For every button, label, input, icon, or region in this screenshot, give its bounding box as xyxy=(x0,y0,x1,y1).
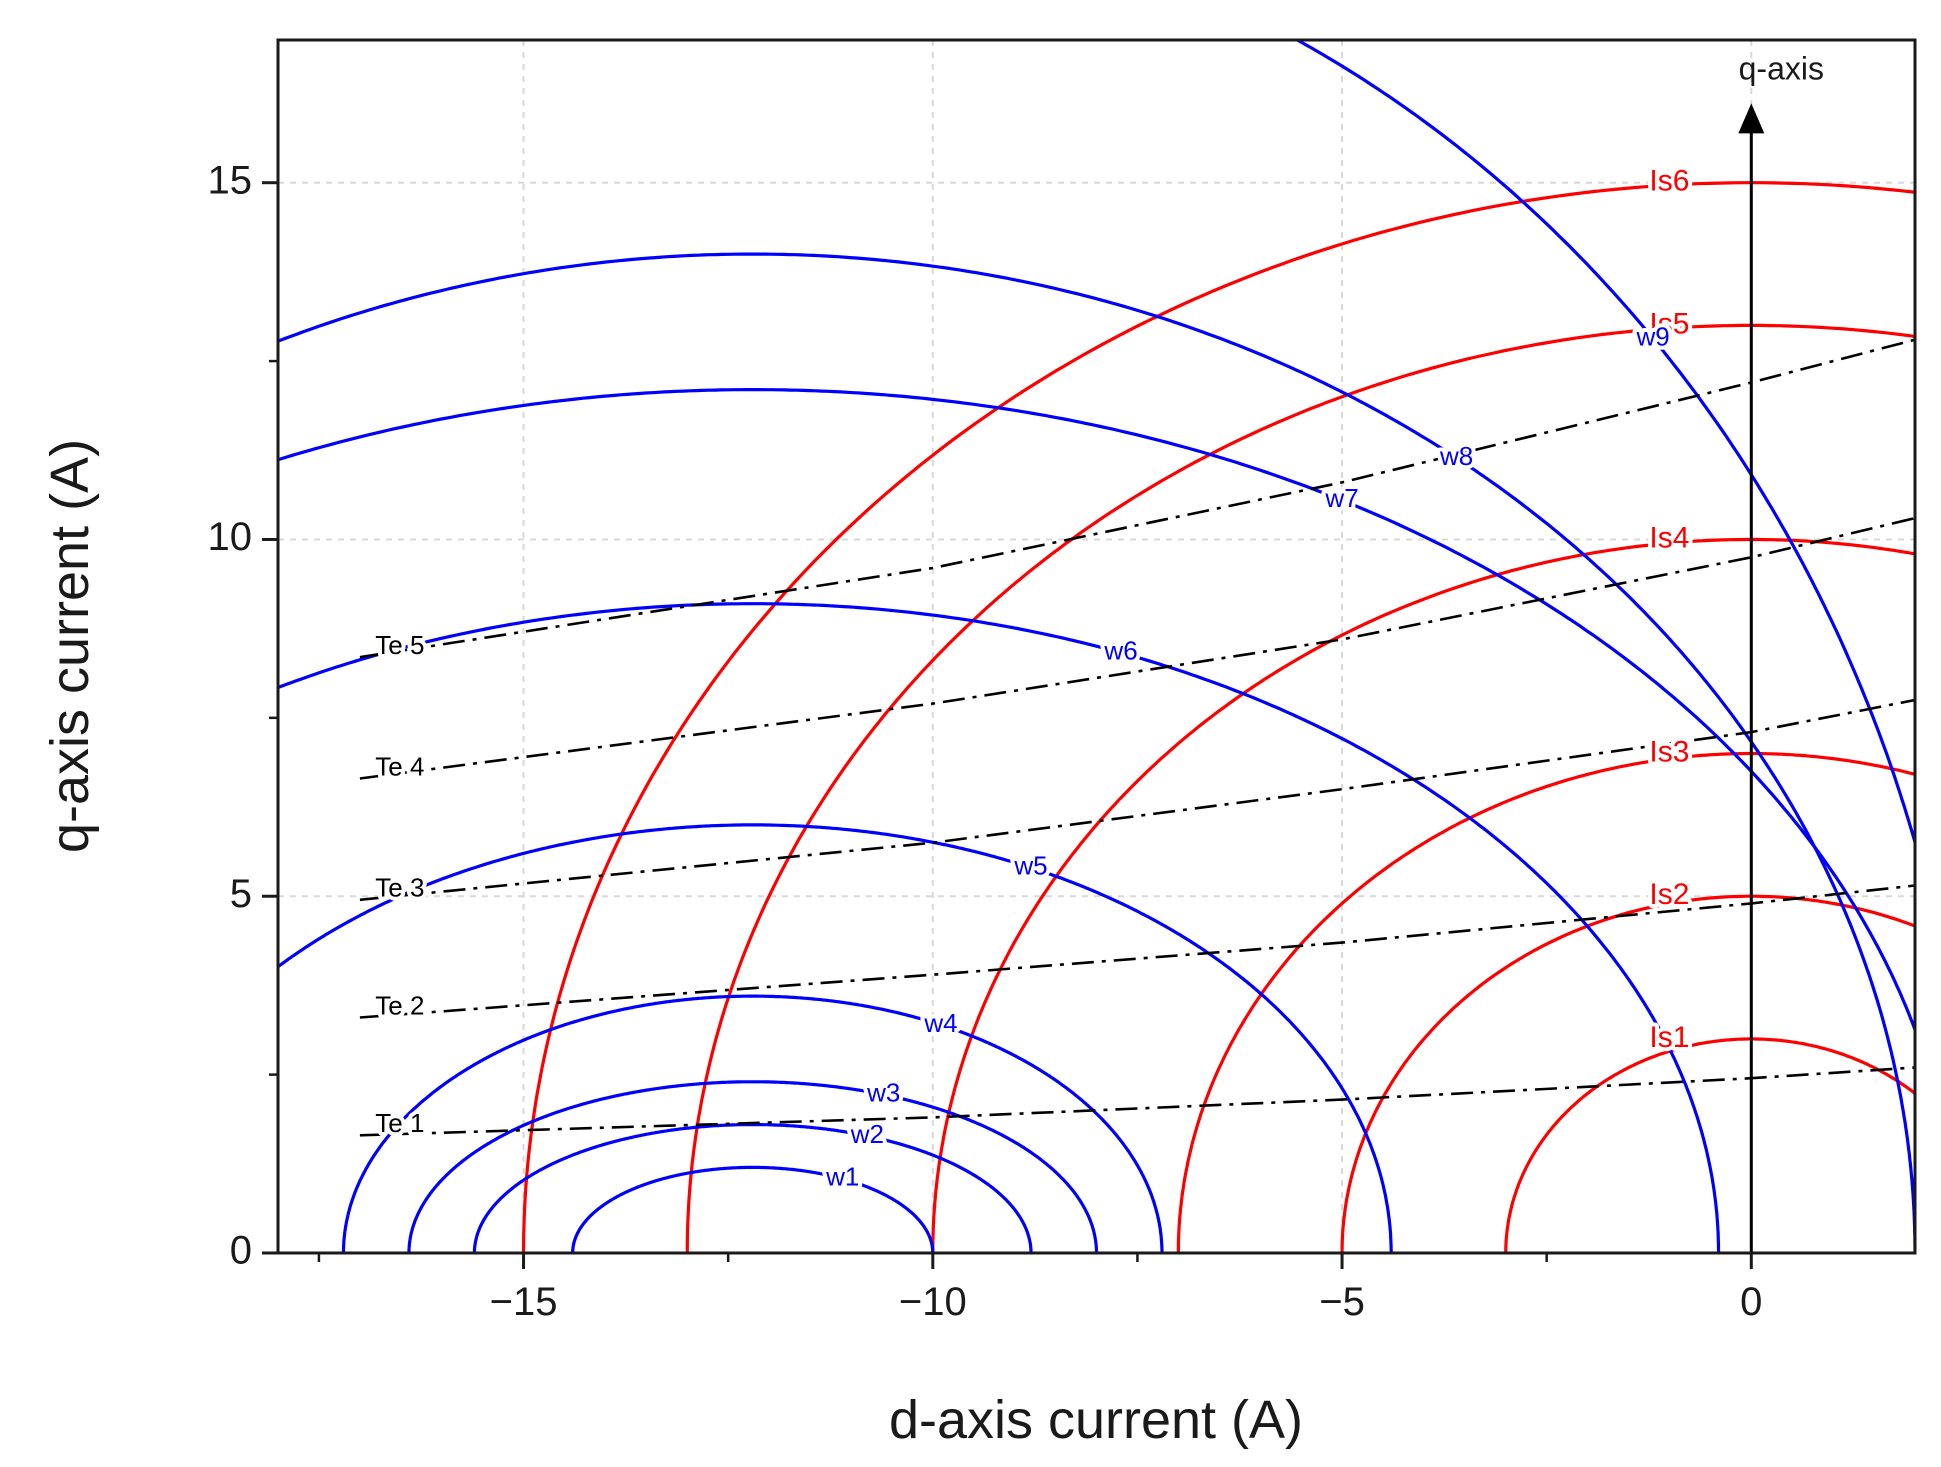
y-axis-title: q-axis current (A) xyxy=(40,439,100,853)
current-circle-is3 xyxy=(1178,754,1941,1254)
current-circle-label: Is1 xyxy=(1649,1021,1689,1054)
voltage-ellipse-w6 xyxy=(0,604,1719,1253)
x-axis-title: d-axis current (A) xyxy=(889,1390,1303,1450)
voltage-ellipse-label: w1 xyxy=(825,1162,859,1192)
voltage-ellipse-w5 xyxy=(114,825,1391,1253)
voltage-ellipse-label: w2 xyxy=(850,1119,884,1149)
torque-curve-label: Te 1 xyxy=(375,1108,424,1138)
torque-curve-label: Te 4 xyxy=(375,751,424,781)
current-circle-label: Is2 xyxy=(1649,878,1689,911)
current-circle-is2 xyxy=(1342,896,1941,1253)
y-tick-label: 15 xyxy=(208,158,253,202)
voltage-ellipse-label: w8 xyxy=(1439,441,1473,471)
voltage-ellipse-label: w3 xyxy=(866,1078,900,1108)
voltage-ellipse-label: w6 xyxy=(1103,636,1137,666)
x-tick-label: 0 xyxy=(1740,1280,1762,1324)
torque-curve-label: Te 3 xyxy=(375,873,424,903)
y-tick-label: 10 xyxy=(208,515,253,559)
voltage-ellipse-label: w9 xyxy=(1635,321,1669,351)
voltage-ellipse-label: w4 xyxy=(923,1008,957,1038)
voltage-ellipse-w1 xyxy=(573,1167,933,1253)
voltage-ellipse-w2 xyxy=(474,1125,1031,1253)
x-tick-label: −15 xyxy=(490,1280,558,1324)
torque-curve-3 xyxy=(360,700,1915,900)
current-circle-label: Is3 xyxy=(1649,735,1689,768)
torque-curve-5 xyxy=(360,340,1915,658)
y-tick-label: 0 xyxy=(230,1229,252,1273)
q-axis-arrow-label: q-axis xyxy=(1739,50,1824,86)
torque-curve-label: Te 2 xyxy=(375,990,424,1020)
voltage-ellipse-label: w7 xyxy=(1324,483,1358,513)
voltage-ellipse-w7 xyxy=(0,390,1941,1253)
x-tick-label: −5 xyxy=(1319,1280,1365,1324)
q-axis-arrowhead xyxy=(1738,103,1764,133)
torque-curve-label: Te 5 xyxy=(375,630,424,660)
current-circle-is5 xyxy=(687,325,1941,1253)
voltage-ellipse-label: w5 xyxy=(1013,851,1047,881)
current-circle-label: Is6 xyxy=(1649,165,1689,198)
y-tick-label: 5 xyxy=(230,872,252,916)
voltage-ellipse-w8 xyxy=(0,254,1915,1253)
current-circle-label: Is4 xyxy=(1649,521,1689,554)
x-tick-label: −10 xyxy=(899,1280,967,1324)
